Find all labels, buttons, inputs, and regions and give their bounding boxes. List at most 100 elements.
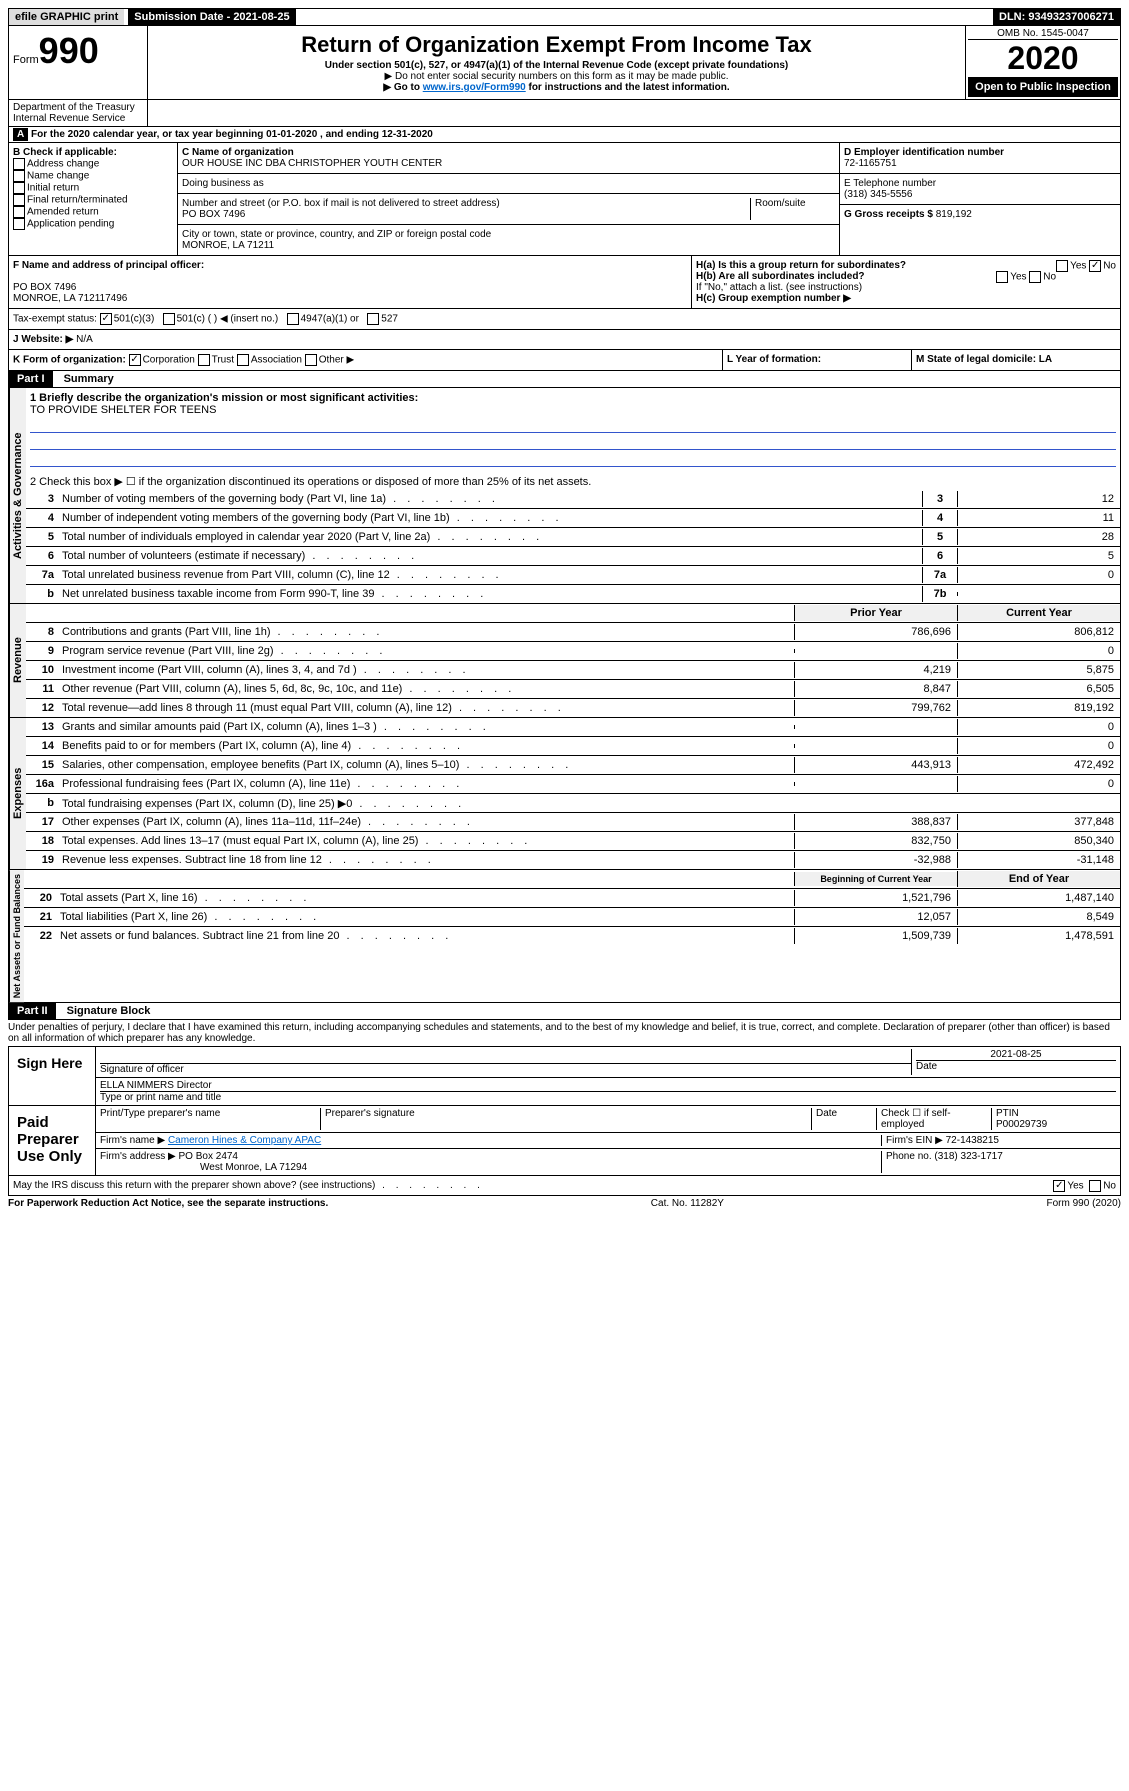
footer-right: Form 990 (2020)	[1047, 1198, 1121, 1209]
table-row: 19Revenue less expenses. Subtract line 1…	[26, 851, 1120, 869]
officer-label: F Name and address of principal officer:	[13, 260, 687, 271]
form-header: Form990 Return of Organization Exempt Fr…	[8, 26, 1121, 100]
footer-left: For Paperwork Reduction Act Notice, see …	[8, 1198, 328, 1209]
table-row: 20Total assets (Part X, line 16)1,521,79…	[24, 889, 1120, 908]
addr-label: Number and street (or P.O. box if mail i…	[182, 198, 750, 209]
website-value: N/A	[76, 334, 93, 345]
subtitle-3-post: for instructions and the latest informat…	[526, 82, 730, 93]
ein-label: D Employer identification number	[844, 147, 1116, 158]
table-row: 4Number of independent voting members of…	[26, 509, 1120, 528]
org-info-grid: B Check if applicable: Address change Na…	[8, 143, 1121, 256]
city-label: City or town, state or province, country…	[182, 229, 835, 240]
perjury-statement: Under penalties of perjury, I declare th…	[8, 1020, 1121, 1046]
officer-addr1: PO BOX 7496	[13, 282, 687, 293]
table-row: 10Investment income (Part VIII, column (…	[26, 661, 1120, 680]
hb-note: If "No," attach a list. (see instruction…	[696, 282, 1116, 293]
gross-label: G Gross receipts $	[844, 209, 933, 220]
sign-date: 2021-08-25	[916, 1049, 1116, 1061]
dba-label: Doing business as	[182, 178, 835, 189]
revenue-label: Revenue	[9, 604, 26, 717]
firm-name-link[interactable]: Cameron Hines & Company APAC	[168, 1135, 321, 1146]
table-row: 9Program service revenue (Part VIII, lin…	[26, 642, 1120, 661]
table-row: 8Contributions and grants (Part VIII, li…	[26, 623, 1120, 642]
table-row: 14Benefits paid to or for members (Part …	[26, 737, 1120, 756]
self-employed-check: Check ☐ if self-employed	[877, 1108, 992, 1130]
netassets-label: Net Assets or Fund Balances	[9, 870, 24, 1002]
l-label: L Year of formation:	[727, 354, 821, 365]
phone-label: E Telephone number	[844, 178, 1116, 189]
m-label: M State of legal domicile: LA	[916, 354, 1052, 365]
firm-addr: PO Box 2474	[179, 1151, 238, 1162]
table-row: 13Grants and similar amounts paid (Part …	[26, 718, 1120, 737]
line2: 2 Check this box ▶ ☐ if the organization…	[26, 473, 1120, 490]
table-row: 3Number of voting members of the governi…	[26, 490, 1120, 509]
table-row: 18Total expenses. Add lines 13–17 (must …	[26, 832, 1120, 851]
form-title: Return of Organization Exempt From Incom…	[152, 32, 961, 58]
tax-year: 2020	[968, 40, 1118, 77]
room-label: Room/suite	[750, 198, 835, 220]
omb-number: OMB No. 1545-0047	[968, 28, 1118, 40]
table-row: 21Total liabilities (Part X, line 26)12,…	[24, 908, 1120, 927]
table-row: 12Total revenue—add lines 8 through 11 (…	[26, 699, 1120, 717]
table-row: 16aProfessional fundraising fees (Part I…	[26, 775, 1120, 794]
hb-label: H(b) Are all subordinates included?	[696, 271, 865, 282]
form990-link[interactable]: www.irs.gov/Form990	[423, 82, 526, 93]
table-row: 6Total number of volunteers (estimate if…	[26, 547, 1120, 566]
phone-value: (318) 345-5556	[844, 189, 1116, 200]
sign-date-label: Date	[916, 1061, 1116, 1072]
officer-name: ELLA NIMMERS Director	[100, 1080, 1116, 1092]
firm-name-label: Firm's name ▶	[100, 1135, 165, 1146]
dln: DLN: 93493237006271	[993, 9, 1120, 25]
firm-ein: 72-1438215	[946, 1135, 999, 1146]
submission-date: Submission Date - 2021-08-25	[128, 9, 295, 25]
part1-title: Part I	[9, 371, 53, 387]
firm-ein-label: Firm's EIN ▶	[886, 1135, 943, 1146]
part2-title: Part II	[9, 1003, 56, 1019]
org-name-label: C Name of organization	[182, 147, 835, 158]
open-public-badge: Open to Public Inspection	[968, 77, 1118, 97]
table-row: 15Salaries, other compensation, employee…	[26, 756, 1120, 775]
hc-label: H(c) Group exemption number ▶	[696, 293, 1116, 304]
mission-value: TO PROVIDE SHELTER FOR TEENS	[30, 404, 1116, 416]
gross-value: 819,192	[936, 209, 972, 220]
top-bar: efile GRAPHIC print Submission Date - 20…	[8, 8, 1121, 26]
preparer-sig-header: Preparer's signature	[321, 1108, 812, 1130]
subtitle-3-pre: ▶ Go to	[383, 82, 422, 93]
prior-year-header: Prior Year	[794, 605, 957, 621]
table-row: 5Total number of individuals employed in…	[26, 528, 1120, 547]
k-label: K Form of organization:	[13, 355, 126, 366]
org-city: MONROE, LA 71211	[182, 240, 835, 251]
table-row: bNet unrelated business taxable income f…	[26, 585, 1120, 603]
firm-city: West Monroe, LA 71294	[100, 1162, 307, 1173]
table-row: 11Other revenue (Part VIII, column (A), …	[26, 680, 1120, 699]
table-row: bTotal fundraising expenses (Part IX, co…	[26, 794, 1120, 813]
form-label: Form	[13, 54, 39, 66]
form-number: 990	[39, 30, 99, 71]
footer-mid: Cat. No. 11282Y	[651, 1198, 724, 1209]
firm-addr-label: Firm's address ▶	[100, 1151, 176, 1162]
discuss-text: May the IRS discuss this return with the…	[13, 1180, 484, 1191]
part1-subtitle: Summary	[56, 373, 114, 385]
expenses-label: Expenses	[9, 718, 26, 869]
begin-year-header: Beginning of Current Year	[794, 872, 957, 886]
table-row: 7aTotal unrelated business revenue from …	[26, 566, 1120, 585]
firm-phone-label: Phone no.	[886, 1151, 932, 1162]
ptin-label: PTIN	[996, 1108, 1116, 1119]
part2-subtitle: Signature Block	[59, 1005, 151, 1017]
subtitle-2: ▶ Do not enter social security numbers o…	[152, 71, 961, 82]
dept-label: Department of the Treasury Internal Reve…	[9, 100, 148, 126]
table-row: 17Other expenses (Part IX, column (A), l…	[26, 813, 1120, 832]
mission-label: 1 Briefly describe the organization's mi…	[30, 392, 1116, 404]
sig-officer-label: Signature of officer	[100, 1064, 911, 1075]
tax-exempt-label: Tax-exempt status:	[13, 314, 97, 325]
subtitle-1: Under section 501(c), 527, or 4947(a)(1)…	[152, 60, 961, 71]
org-address: PO BOX 7496	[182, 209, 750, 220]
efile-badge: efile GRAPHIC print	[9, 9, 124, 25]
section-b-label: B Check if applicable:	[13, 147, 173, 158]
ein-value: 72-1165751	[844, 158, 1116, 169]
org-name: OUR HOUSE INC DBA CHRISTOPHER YOUTH CENT…	[182, 158, 835, 169]
preparer-date-header: Date	[812, 1108, 877, 1130]
officer-addr2: MONROE, LA 712117496	[13, 293, 687, 304]
current-year-header: Current Year	[957, 605, 1120, 621]
end-year-header: End of Year	[957, 871, 1120, 887]
